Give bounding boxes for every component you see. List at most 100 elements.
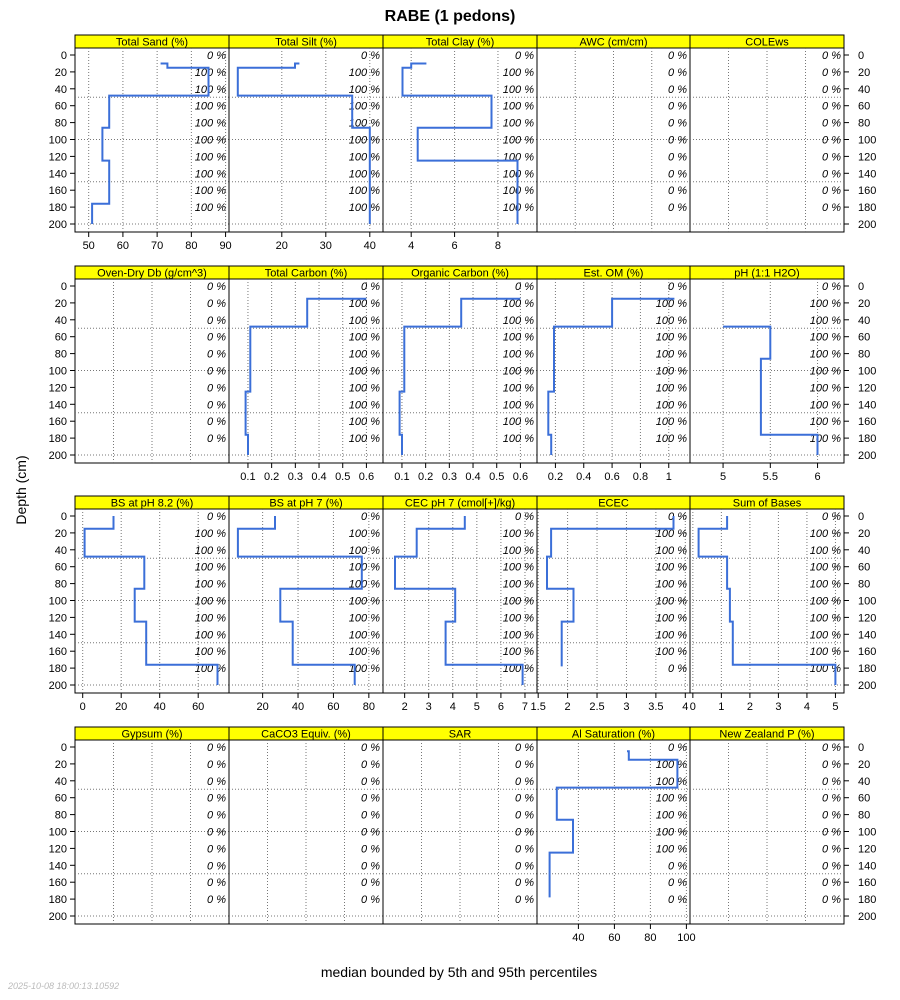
percent-label: 100 % [503,349,534,361]
y-tick-label: 160 [49,877,67,889]
percent-label: 0 % [207,315,226,327]
percent-label: 0 % [207,793,226,805]
percent-label: 100 % [195,562,226,574]
percent-label: 0 % [515,877,534,889]
percent-label: 100 % [656,827,687,839]
percent-label: 0 % [207,332,226,344]
percent-label: 100 % [349,416,380,428]
y-tick-label: 20 [55,67,67,79]
percent-label: 100 % [349,579,380,591]
x-axis-label: median bounded by 5th and 95th percentil… [321,964,597,980]
x-tick-label: 3 [623,701,629,713]
x-tick-label: 0.3 [442,471,457,483]
percent-label: 0 % [668,168,687,180]
percent-label: 0 % [822,843,841,855]
percent-label: 0 % [668,50,687,62]
x-tick-label: 20 [276,240,288,252]
percent-label: 100 % [503,332,534,344]
y-axis-label: Depth (cm) [13,455,29,524]
panel-strip-label: SAR [449,729,472,741]
percent-label: 100 % [656,298,687,310]
x-tick-label: 0.8 [633,471,648,483]
percent-label: 100 % [810,315,841,327]
y-tick-label: 140 [49,629,67,641]
percent-label: 0 % [668,877,687,889]
x-tick-label: 7 [522,701,528,713]
panel-strip-label: Total Sand (%) [116,37,188,49]
y-tick-label: 80 [858,118,870,130]
y-tick-label: 120 [49,843,67,855]
percent-label: 0 % [822,202,841,214]
percent-label: 0 % [361,810,380,822]
y-tick-label: 120 [858,382,876,394]
y-tick-label: 100 [49,596,67,608]
percent-label: 100 % [503,612,534,624]
x-tick-label: 80 [363,701,375,713]
y-tick-label: 200 [858,219,876,231]
percent-label: 0 % [822,894,841,906]
percent-label: 0 % [361,843,380,855]
percent-label: 0 % [668,135,687,147]
y-tick-label: 60 [55,101,67,113]
y-tick-label: 40 [858,84,870,96]
y-tick-label: 100 [49,366,67,378]
y-tick-label: 140 [858,168,876,180]
percent-label: 100 % [349,118,380,130]
percent-label: 0 % [515,511,534,523]
percent-label: 0 % [207,759,226,771]
panel-strip-label: COLEws [745,37,789,49]
percent-label: 0 % [361,742,380,754]
median-profile-line [723,325,819,455]
y-tick-label: 100 [858,596,876,608]
panel-strip-label: Gypsum (%) [121,729,182,741]
panel-0: Total Sand (%) 0 % 100 % 100 % 100 % 100 % 100… [74,34,232,252]
y-tick-label: 200 [858,911,876,923]
panel-4: COLEws 0 % 0 % 0 % 0 % 0 % 0 % 0 % 0 % 0 % 0 % [689,34,845,233]
percent-label: 0 % [207,298,226,310]
panel-strip-label: BS at pH 8.2 (%) [111,498,194,510]
x-tick-label: 2 [402,701,408,713]
x-tick-label: 8 [495,240,501,252]
panel-17: SAR 0 % 0 % 0 % 0 % 0 % 0 % 0 % 0 % 0 % 0 % [382,726,538,925]
panel-strip-label: Total Silt (%) [275,37,337,49]
y-tick-label: 140 [858,860,876,872]
y-tick-label: 160 [858,877,876,889]
percent-label: 0 % [207,416,226,428]
panel-1: Total Silt (%) 0 % 100 % 100 % 100 % 100 % 100… [228,34,384,252]
y-tick-label: 200 [49,219,67,231]
x-tick-label: 0.1 [240,471,255,483]
y-tick-label: 60 [858,332,870,344]
panel-8: Est. OM (%) 0 % 100 % 100 % 100 % 100 % 100 % 1… [536,265,691,483]
y-tick-label: 80 [858,349,870,361]
percent-label: 0 % [207,382,226,394]
y-tick-label: 120 [49,612,67,624]
percent-label: 0 % [668,860,687,872]
x-tick-label: 3 [775,701,781,713]
y-tick-label: 180 [49,663,67,675]
x-tick-label: 0.2 [264,471,279,483]
percent-label: 0 % [207,894,226,906]
x-tick-label: 60 [327,701,339,713]
percent-label: 0 % [361,759,380,771]
percent-label: 0 % [668,663,687,675]
percent-label: 0 % [668,281,687,293]
percent-label: 100 % [503,433,534,445]
percent-label: 100 % [810,663,841,675]
y-tick-label: 20 [858,528,870,540]
y-tick-label: 20 [858,759,870,771]
percent-label: 100 % [503,579,534,591]
x-tick-label: 80 [185,240,197,252]
percent-label: 0 % [668,101,687,113]
y-tick-label: 0 [61,281,67,293]
percent-label: 0 % [515,759,534,771]
y-tick-label: 0 [858,50,864,62]
percent-label: 0 % [207,742,226,754]
y-tick-label: 200 [49,450,67,462]
panel-strip-label: Total Clay (%) [426,37,494,49]
y-tick-label: 60 [55,332,67,344]
x-tick-label: 1.5 [531,701,546,713]
percent-label: 100 % [503,67,534,79]
percent-label: 0 % [207,810,226,822]
y-tick-label: 180 [49,433,67,445]
y-tick-label: 40 [55,315,67,327]
